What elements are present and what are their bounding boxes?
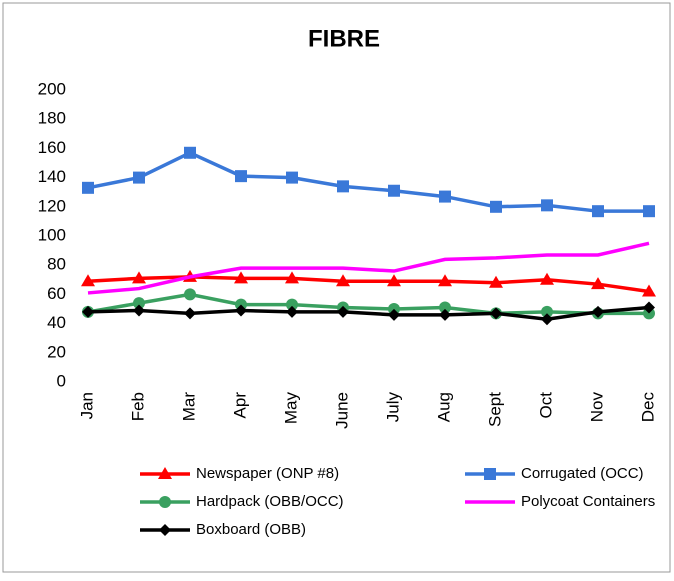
legend-marker	[159, 524, 171, 536]
point-marker	[489, 275, 503, 288]
x-tick-label: Aug	[434, 392, 453, 422]
point-marker	[540, 272, 554, 285]
y-tick-label: 200	[38, 79, 66, 98]
point-marker	[592, 305, 604, 318]
point-marker	[439, 301, 451, 314]
legend-marker	[159, 496, 171, 508]
point-marker	[439, 190, 451, 203]
point-marker	[541, 313, 553, 326]
point-marker	[184, 288, 196, 301]
point-marker	[439, 308, 451, 321]
x-tick-label: July	[383, 392, 402, 423]
point-marker	[591, 277, 605, 290]
y-tick-label: 120	[38, 196, 66, 215]
x-tick-label: Dec	[638, 392, 657, 423]
y-tick-label: 160	[38, 138, 66, 157]
point-marker	[643, 301, 655, 314]
point-marker	[286, 305, 298, 318]
point-marker	[490, 307, 502, 320]
series-line	[87, 292, 649, 316]
chart-frame	[2, 2, 671, 573]
point-marker	[337, 305, 349, 318]
point-marker	[285, 271, 299, 284]
point-marker	[541, 305, 553, 318]
point-marker	[234, 271, 248, 284]
point-marker	[541, 199, 553, 212]
point-marker	[235, 304, 247, 317]
y-tick-label: 100	[38, 225, 66, 244]
x-tick-label: Mar	[179, 392, 198, 422]
point-marker	[336, 274, 350, 287]
point-marker	[387, 274, 401, 287]
y-tick-label: 60	[47, 284, 66, 303]
point-marker	[286, 298, 298, 311]
y-tick-label: 140	[38, 167, 66, 186]
point-marker	[133, 297, 145, 310]
point-marker	[132, 271, 146, 284]
y-tick-label: 80	[47, 255, 66, 274]
point-marker	[490, 200, 502, 213]
point-marker	[438, 274, 452, 287]
x-tick-label: Apr	[230, 392, 249, 419]
x-tick-label: Jan	[77, 392, 96, 419]
point-marker	[388, 184, 400, 197]
series-line	[87, 241, 650, 295]
point-marker	[184, 307, 196, 320]
point-marker	[82, 181, 94, 194]
point-marker	[184, 146, 196, 159]
point-marker	[133, 304, 145, 317]
y-tick-label: 0	[57, 371, 66, 390]
point-marker	[81, 274, 95, 287]
legend-marker	[158, 467, 172, 479]
x-tick-label: Oct	[536, 392, 555, 419]
x-tick-label: June	[332, 392, 351, 429]
x-tick-label: Nov	[587, 392, 606, 423]
x-tick-label: May	[281, 392, 300, 425]
series-line	[87, 305, 650, 321]
x-tick-label: Feb	[128, 392, 147, 421]
legend-label: Boxboard (OBB)	[196, 521, 306, 538]
point-marker	[82, 305, 94, 318]
legend-label: Corrugated (OCC)	[521, 465, 644, 482]
point-marker	[642, 284, 656, 297]
legend-label: Hardpack (OBB/OCC)	[196, 493, 344, 510]
point-marker	[286, 171, 298, 184]
point-marker	[592, 205, 604, 218]
y-tick-label: 20	[47, 342, 66, 361]
y-tick-label: 180	[38, 109, 66, 128]
point-marker	[337, 180, 349, 193]
point-marker	[388, 308, 400, 321]
series-line	[87, 150, 649, 213]
y-tick-label: 40	[47, 313, 66, 332]
chart-title: FIBRE	[308, 25, 380, 52]
x-tick-label: Sept	[485, 392, 504, 427]
point-marker	[133, 171, 145, 184]
point-marker	[643, 205, 655, 218]
legend-label: Newspaper (ONP #8)	[196, 465, 339, 482]
legend-label: Polycoat Containers	[521, 493, 655, 510]
legend-marker	[484, 468, 496, 480]
point-marker	[235, 170, 247, 183]
